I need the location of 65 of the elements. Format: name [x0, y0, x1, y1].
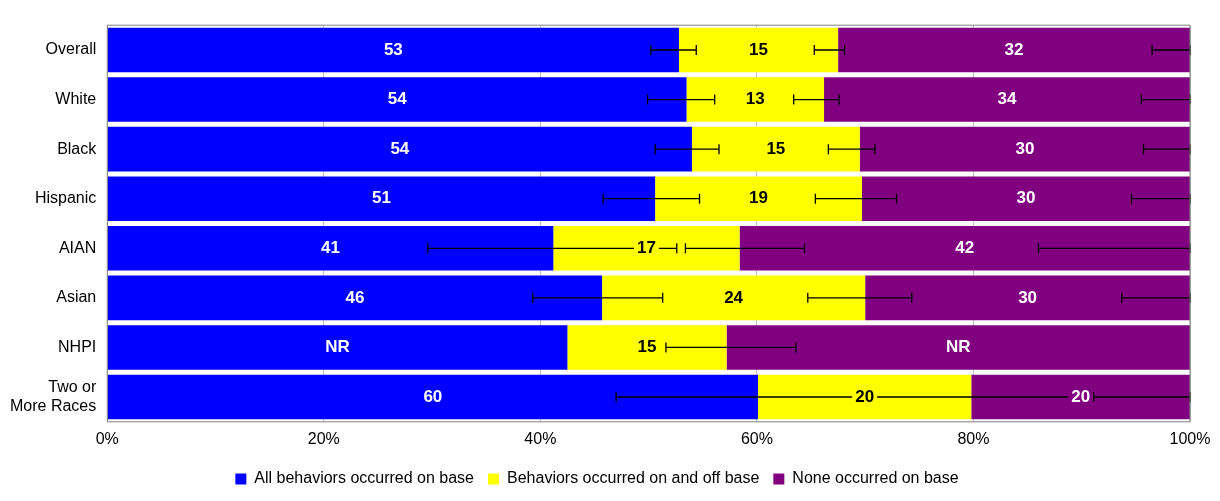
data-label: 32 [1004, 39, 1024, 59]
bar [107, 176, 656, 222]
y-tick-label: Hispanic [34, 189, 97, 207]
bar [865, 275, 1190, 321]
data-label: 60 [423, 386, 443, 406]
x-tick-label: 40% [524, 429, 557, 447]
data-label: 34 [997, 89, 1018, 109]
data-label: 24 [724, 287, 744, 307]
data-label: 15 [766, 138, 786, 158]
data-label: 54 [390, 138, 410, 158]
bar [107, 126, 692, 172]
data-label: 30 [1018, 287, 1038, 307]
bar [971, 374, 1190, 420]
bar [107, 275, 603, 321]
legend-label: All behaviors occurred on base [254, 469, 475, 487]
x-tick-label: 100% [1169, 429, 1211, 447]
bar [678, 27, 839, 73]
data-label: 42 [955, 237, 975, 257]
data-label: 17 [637, 237, 656, 257]
bar [655, 176, 862, 222]
data-label: 54 [387, 89, 408, 109]
data-label: 41 [321, 237, 341, 257]
bar [107, 225, 554, 271]
data-label: 15 [637, 337, 657, 357]
x-tick-label: 60% [740, 429, 773, 447]
data-label: NR [325, 337, 350, 357]
bar [553, 225, 740, 271]
bar [686, 77, 825, 122]
data-label: 20 [1071, 386, 1091, 406]
bar [107, 374, 758, 420]
data-label: 13 [745, 89, 765, 109]
y-tick-label: Black [57, 139, 98, 157]
y-tick-label: Two or More Races [10, 377, 97, 415]
bar [107, 27, 679, 73]
bar [838, 27, 1190, 73]
bar [107, 77, 687, 122]
y-tick-label: NHPI [58, 337, 97, 355]
legend-label: None occurred on base [792, 469, 959, 487]
data-label: 19 [749, 188, 768, 208]
y-tick-label: Overall [45, 40, 97, 58]
data-label: NR [946, 337, 971, 357]
data-label: 51 [371, 188, 391, 208]
y-tick-label: Asian [56, 288, 97, 306]
data-label: 30 [1015, 138, 1035, 158]
bar [567, 325, 727, 370]
data-label: 46 [345, 287, 365, 307]
bar [739, 225, 1190, 271]
data-label: 53 [383, 39, 403, 59]
bar [861, 176, 1190, 222]
bar [757, 374, 972, 420]
legend-label: Behaviors occurred on and off base [507, 469, 760, 487]
bar [859, 126, 1190, 172]
y-tick-label: AIAN [58, 238, 97, 256]
data-label: 20 [855, 386, 875, 406]
data-label: 30 [1016, 188, 1036, 208]
x-tick-label: 20% [307, 429, 340, 447]
bar [691, 126, 860, 172]
y-tick-label: White [55, 89, 97, 107]
x-tick-label: 80% [957, 429, 990, 447]
bar [602, 275, 866, 321]
data-label: 15 [749, 39, 768, 59]
bar [107, 325, 568, 370]
bar [824, 77, 1190, 122]
x-tick-label: 0% [95, 429, 119, 447]
bar [726, 325, 1190, 370]
